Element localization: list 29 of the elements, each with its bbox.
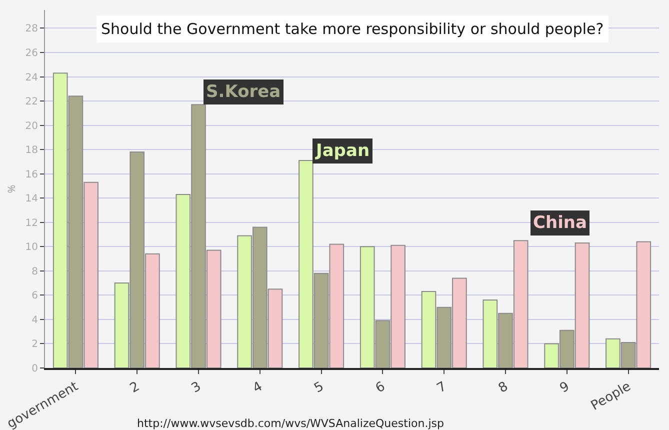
y-tick-label: 20 bbox=[25, 120, 38, 132]
y-tick-label: 26 bbox=[25, 48, 38, 59]
x-tick-label: 6 bbox=[373, 379, 388, 396]
x-tick-label: 5 bbox=[312, 379, 327, 396]
y-tick-label: 12 bbox=[25, 218, 38, 229]
x-tick-label: 8 bbox=[496, 379, 511, 396]
y-tick-label: 2 bbox=[32, 339, 38, 350]
text: http://www.wvsevsdb.com/wvs/WVSAnalizeQuestion.jsp bbox=[137, 417, 444, 430]
x-tick-label: 7 bbox=[434, 379, 450, 396]
series-label: Japan bbox=[315, 141, 370, 161]
x-tick-label: 2 bbox=[128, 379, 142, 396]
y-tick-label: 0 bbox=[32, 364, 38, 374]
y-axis-title: % bbox=[4, 184, 18, 194]
x-tick-label: 3 bbox=[189, 379, 204, 396]
y-tick-label: 28 bbox=[25, 24, 38, 35]
y-tick-label: 14 bbox=[25, 194, 38, 205]
series-label: S.Korea bbox=[206, 82, 281, 102]
y-tick-label: 24 bbox=[25, 72, 38, 84]
text: Should the Government take more responsibility or should people? bbox=[101, 20, 604, 38]
y-tick-label: 16 bbox=[25, 169, 38, 180]
x-tick-label: 4 bbox=[250, 379, 266, 396]
y-tick-label: 4 bbox=[32, 314, 38, 326]
x-tick-label: 9 bbox=[557, 379, 572, 396]
y-tick-label: 8 bbox=[32, 266, 38, 278]
series-label: China bbox=[533, 213, 587, 233]
y-tick-label: 22 bbox=[25, 96, 38, 108]
y-tick-label: 18 bbox=[25, 145, 38, 156]
y-tick-label: 10 bbox=[25, 242, 38, 254]
y-tick-label: 6 bbox=[32, 290, 38, 302]
